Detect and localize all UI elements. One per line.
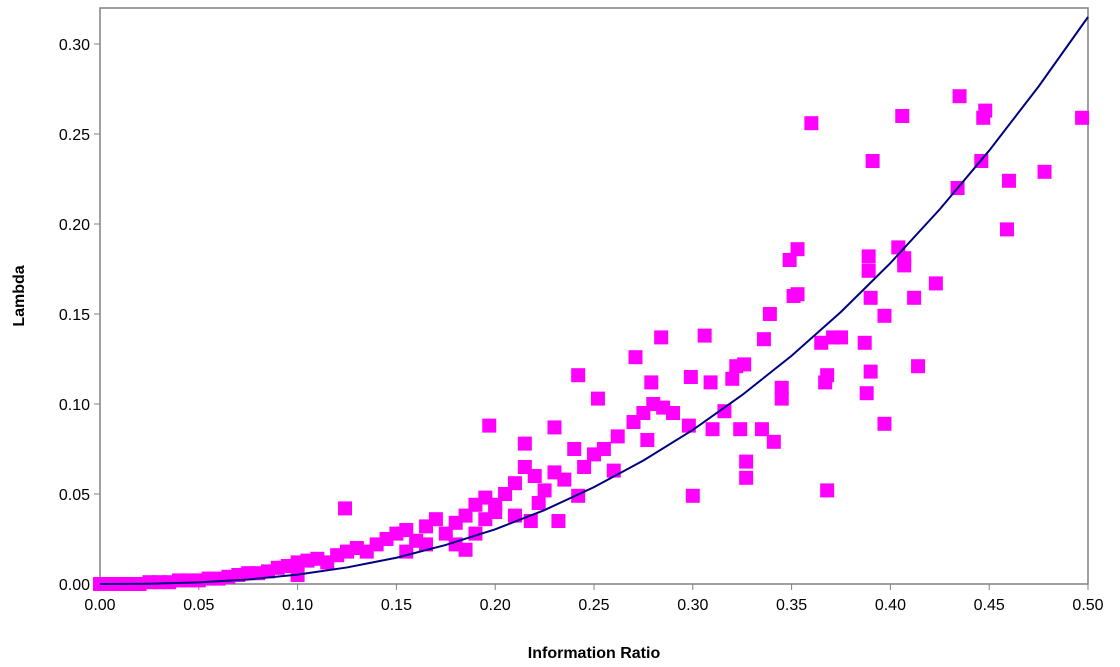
point	[861, 263, 876, 278]
point	[857, 335, 872, 350]
point	[703, 375, 718, 390]
point	[859, 386, 874, 401]
point	[531, 496, 546, 510]
point	[814, 335, 829, 350]
point	[527, 469, 542, 483]
point	[863, 364, 878, 379]
x-tick-label: 0.50	[1072, 597, 1103, 614]
point	[697, 328, 712, 343]
point	[717, 404, 732, 419]
point	[428, 512, 443, 527]
x-tick-label: 0.10	[282, 597, 313, 614]
point	[482, 418, 497, 433]
point	[928, 276, 943, 291]
point	[507, 508, 522, 523]
point	[551, 514, 566, 528]
point	[666, 406, 681, 420]
point	[762, 307, 777, 321]
point	[458, 542, 473, 557]
point	[567, 442, 582, 456]
point	[640, 433, 655, 447]
point	[737, 357, 752, 372]
y-tick-label: 0.00	[59, 577, 90, 594]
point	[628, 350, 643, 365]
point	[861, 249, 876, 264]
x-tick-label: 0.45	[974, 597, 1005, 614]
point	[952, 89, 967, 104]
x-tick-label: 0.25	[578, 597, 609, 614]
point	[1001, 173, 1016, 188]
point	[596, 442, 611, 456]
y-tick-label: 0.15	[59, 307, 90, 324]
point	[865, 154, 880, 168]
point	[557, 472, 572, 487]
point	[877, 308, 892, 323]
point	[571, 368, 586, 383]
point	[782, 253, 797, 267]
point	[766, 434, 781, 449]
point	[733, 422, 748, 437]
point	[1075, 110, 1090, 125]
point	[774, 380, 789, 395]
point	[911, 359, 926, 374]
point	[897, 258, 912, 273]
point	[739, 470, 754, 485]
point	[338, 501, 353, 516]
trend-line	[99, 16, 1089, 585]
point	[754, 422, 769, 437]
point	[488, 505, 503, 519]
x-tick-label: 0.30	[677, 597, 708, 614]
y-tick-label: 0.20	[59, 217, 90, 234]
point	[498, 487, 513, 501]
y-axis-title: Lambda	[11, 265, 28, 326]
point	[820, 483, 835, 498]
point	[907, 290, 922, 305]
point	[774, 391, 789, 406]
y-tick-label: 0.30	[59, 37, 90, 54]
x-tick-label: 0.40	[875, 597, 906, 614]
point	[790, 242, 805, 257]
point	[877, 416, 892, 431]
point	[739, 454, 754, 469]
point	[537, 483, 552, 498]
point	[644, 375, 659, 390]
x-tick-label: 0.00	[84, 597, 115, 614]
point	[978, 103, 993, 118]
plot-area	[99, 7, 1089, 585]
point	[999, 222, 1014, 237]
point	[683, 370, 698, 384]
point	[547, 420, 562, 435]
point	[1037, 164, 1052, 179]
point	[804, 116, 819, 131]
x-axis-title: Information Ratio	[528, 645, 661, 662]
x-tick-label: 0.05	[183, 597, 214, 614]
point	[458, 508, 473, 523]
point	[834, 330, 848, 345]
point	[610, 429, 625, 444]
point	[681, 418, 696, 433]
point	[590, 391, 605, 406]
x-tick-label: 0.35	[776, 597, 807, 614]
point	[419, 537, 434, 552]
point	[685, 488, 700, 503]
point	[705, 422, 720, 437]
point	[517, 436, 532, 451]
point	[577, 460, 592, 474]
y-tick-label: 0.25	[59, 127, 90, 144]
point	[654, 330, 669, 345]
x-tick-label: 0.15	[381, 597, 412, 614]
x-tick-label: 0.20	[480, 597, 511, 614]
point	[820, 368, 835, 383]
point	[895, 109, 910, 123]
point	[438, 526, 453, 541]
point	[399, 523, 414, 537]
point	[790, 287, 805, 302]
y-tick-label: 0.10	[59, 397, 90, 414]
point	[725, 371, 740, 386]
point	[756, 332, 771, 347]
y-tick-label: 0.05	[59, 487, 90, 504]
point	[507, 476, 522, 491]
point	[863, 290, 878, 305]
